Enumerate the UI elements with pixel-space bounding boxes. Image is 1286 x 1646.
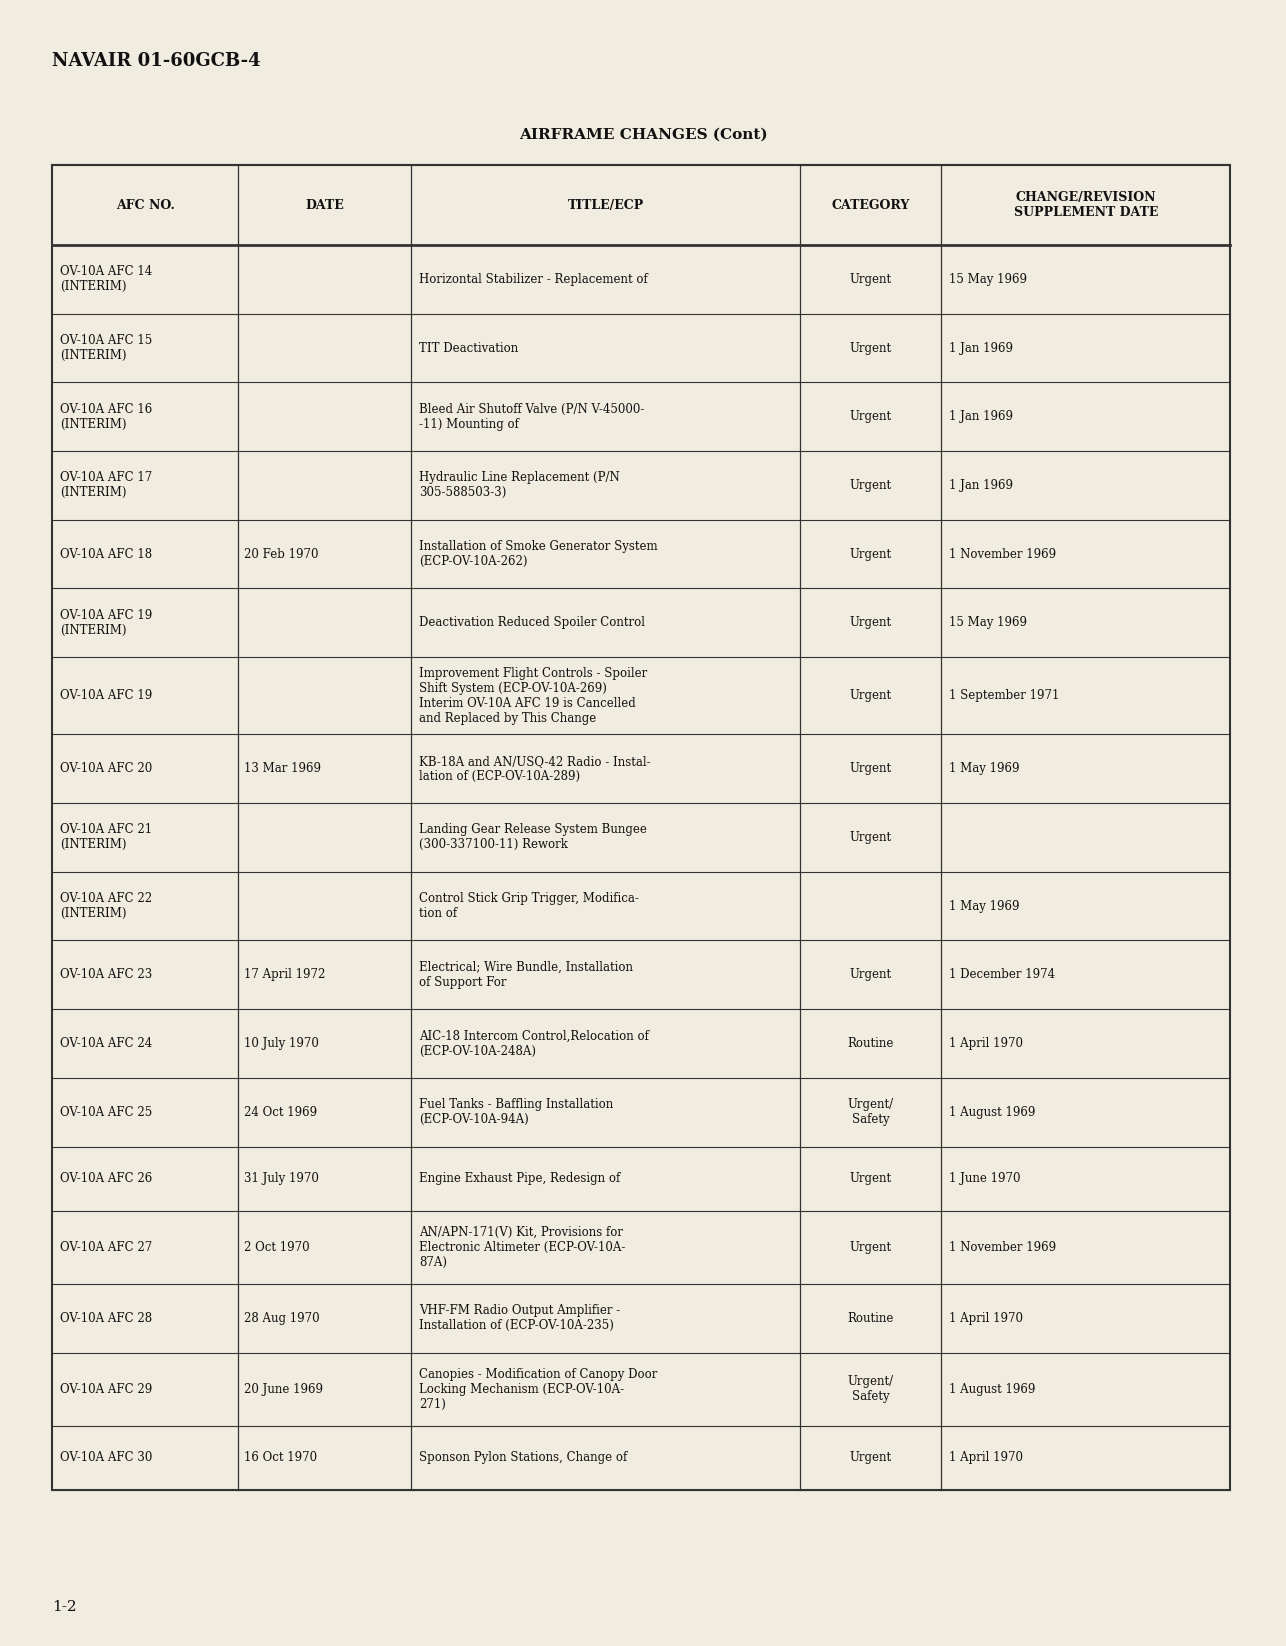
- Text: 2 Oct 1970: 2 Oct 1970: [244, 1241, 310, 1254]
- Text: OV-10A AFC 17
(INTERIM): OV-10A AFC 17 (INTERIM): [60, 471, 152, 499]
- Text: Landing Gear Release System Bungee
(300-337100-11) Rework: Landing Gear Release System Bungee (300-…: [419, 823, 647, 851]
- Text: Horizontal Stabilizer - Replacement of: Horizontal Stabilizer - Replacement of: [419, 273, 648, 286]
- Text: OV-10A AFC 15
(INTERIM): OV-10A AFC 15 (INTERIM): [60, 334, 152, 362]
- Text: 28 Aug 1970: 28 Aug 1970: [244, 1312, 320, 1325]
- Text: 1 April 1970: 1 April 1970: [949, 1312, 1024, 1325]
- Text: 1 August 1969: 1 August 1969: [949, 1106, 1035, 1119]
- Text: 1 April 1970: 1 April 1970: [949, 1037, 1024, 1050]
- Text: Urgent: Urgent: [850, 479, 891, 492]
- Text: 1 September 1971: 1 September 1971: [949, 690, 1060, 703]
- Text: 1 November 1969: 1 November 1969: [949, 548, 1057, 561]
- Text: OV-10A AFC 29: OV-10A AFC 29: [60, 1383, 152, 1396]
- Text: OV-10A AFC 28: OV-10A AFC 28: [60, 1312, 152, 1325]
- Text: 24 Oct 1969: 24 Oct 1969: [244, 1106, 318, 1119]
- Text: 1 April 1970: 1 April 1970: [949, 1452, 1024, 1465]
- Text: OV-10A AFC 24: OV-10A AFC 24: [60, 1037, 152, 1050]
- Text: Installation of Smoke Generator System
(ECP-OV-10A-262): Installation of Smoke Generator System (…: [419, 540, 658, 568]
- Text: 1 May 1969: 1 May 1969: [949, 900, 1020, 912]
- Text: DATE: DATE: [305, 199, 345, 211]
- Text: CATEGORY: CATEGORY: [832, 199, 910, 211]
- Text: 1 November 1969: 1 November 1969: [949, 1241, 1057, 1254]
- Text: Urgent: Urgent: [850, 548, 891, 561]
- Text: Deactivation Reduced Spoiler Control: Deactivation Reduced Spoiler Control: [419, 616, 646, 629]
- Text: Hydraulic Line Replacement (P/N
305-588503-3): Hydraulic Line Replacement (P/N 305-5885…: [419, 471, 620, 499]
- Text: OV-10A AFC 18: OV-10A AFC 18: [60, 548, 152, 561]
- Text: Canopies - Modification of Canopy Door
Locking Mechanism (ECP-OV-10A-
271): Canopies - Modification of Canopy Door L…: [419, 1368, 657, 1411]
- Text: OV-10A AFC 23: OV-10A AFC 23: [60, 968, 152, 981]
- Text: OV-10A AFC 20: OV-10A AFC 20: [60, 762, 152, 775]
- Text: TITLE/ECP: TITLE/ECP: [567, 199, 644, 211]
- Text: Control Stick Grip Trigger, Modifica-
tion of: Control Stick Grip Trigger, Modifica- ti…: [419, 892, 639, 920]
- Text: AIRFRAME CHANGES (Cont): AIRFRAME CHANGES (Cont): [518, 128, 768, 142]
- Text: Engine Exhaust Pipe, Redesign of: Engine Exhaust Pipe, Redesign of: [419, 1172, 621, 1185]
- Text: AN/APN-171(V) Kit, Provisions for
Electronic Altimeter (ECP-OV-10A-
87A): AN/APN-171(V) Kit, Provisions for Electr…: [419, 1226, 626, 1269]
- Text: Urgent: Urgent: [850, 831, 891, 844]
- Text: Urgent: Urgent: [850, 616, 891, 629]
- Text: Urgent: Urgent: [850, 341, 891, 354]
- Text: Urgent: Urgent: [850, 762, 891, 775]
- Bar: [51, 165, 1229, 1490]
- Text: Electrical; Wire Bundle, Installation
of Support For: Electrical; Wire Bundle, Installation of…: [419, 961, 633, 989]
- Text: Urgent: Urgent: [850, 690, 891, 703]
- Text: TIT Deactivation: TIT Deactivation: [419, 341, 518, 354]
- Text: OV-10A AFC 30: OV-10A AFC 30: [60, 1452, 152, 1465]
- Text: 1 Jan 1969: 1 Jan 1969: [949, 341, 1013, 354]
- Text: OV-10A AFC 27: OV-10A AFC 27: [60, 1241, 152, 1254]
- Text: Urgent: Urgent: [850, 968, 891, 981]
- Text: OV-10A AFC 22
(INTERIM): OV-10A AFC 22 (INTERIM): [60, 892, 152, 920]
- Text: OV-10A AFC 25: OV-10A AFC 25: [60, 1106, 152, 1119]
- Text: Urgent: Urgent: [850, 1241, 891, 1254]
- Text: Bleed Air Shutoff Valve (P/N V-45000-
-11) Mounting of: Bleed Air Shutoff Valve (P/N V-45000- -1…: [419, 403, 644, 431]
- Text: OV-10A AFC 16
(INTERIM): OV-10A AFC 16 (INTERIM): [60, 403, 152, 431]
- Text: Urgent: Urgent: [850, 410, 891, 423]
- Text: AIC-18 Intercom Control,Relocation of
(ECP-OV-10A-248A): AIC-18 Intercom Control,Relocation of (E…: [419, 1029, 649, 1057]
- Text: NAVAIR 01-60GCB-4: NAVAIR 01-60GCB-4: [51, 53, 261, 71]
- Text: OV-10A AFC 19
(INTERIM): OV-10A AFC 19 (INTERIM): [60, 609, 152, 637]
- Text: 31 July 1970: 31 July 1970: [244, 1172, 319, 1185]
- Text: 1 Jan 1969: 1 Jan 1969: [949, 410, 1013, 423]
- Text: Urgent: Urgent: [850, 1172, 891, 1185]
- Text: VHF-FM Radio Output Amplifier -
Installation of (ECP-OV-10A-235): VHF-FM Radio Output Amplifier - Installa…: [419, 1304, 621, 1332]
- Text: 15 May 1969: 15 May 1969: [949, 273, 1028, 286]
- Text: 16 Oct 1970: 16 Oct 1970: [244, 1452, 318, 1465]
- Text: Urgent: Urgent: [850, 273, 891, 286]
- Text: Urgent/
Safety: Urgent/ Safety: [847, 1098, 894, 1126]
- Text: Routine: Routine: [847, 1037, 894, 1050]
- Text: 1 May 1969: 1 May 1969: [949, 762, 1020, 775]
- Text: 1 Jan 1969: 1 Jan 1969: [949, 479, 1013, 492]
- Text: Urgent: Urgent: [850, 1452, 891, 1465]
- Text: OV-10A AFC 14
(INTERIM): OV-10A AFC 14 (INTERIM): [60, 265, 152, 293]
- Text: 13 Mar 1969: 13 Mar 1969: [244, 762, 322, 775]
- Text: CHANGE/REVISION
SUPPLEMENT DATE: CHANGE/REVISION SUPPLEMENT DATE: [1013, 191, 1157, 219]
- Text: OV-10A AFC 21
(INTERIM): OV-10A AFC 21 (INTERIM): [60, 823, 152, 851]
- Text: 10 July 1970: 10 July 1970: [244, 1037, 319, 1050]
- Text: Improvement Flight Controls - Spoiler
Shift System (ECP-OV-10A-269)
Interim OV-1: Improvement Flight Controls - Spoiler Sh…: [419, 667, 648, 724]
- Text: 1-2: 1-2: [51, 1600, 77, 1615]
- Text: OV-10A AFC 26: OV-10A AFC 26: [60, 1172, 152, 1185]
- Text: Urgent/
Safety: Urgent/ Safety: [847, 1374, 894, 1402]
- Text: 15 May 1969: 15 May 1969: [949, 616, 1028, 629]
- Text: 20 Feb 1970: 20 Feb 1970: [244, 548, 319, 561]
- Text: Fuel Tanks - Baffling Installation
(ECP-OV-10A-94A): Fuel Tanks - Baffling Installation (ECP-…: [419, 1098, 613, 1126]
- Text: 1 June 1970: 1 June 1970: [949, 1172, 1021, 1185]
- Text: Routine: Routine: [847, 1312, 894, 1325]
- Text: Sponson Pylon Stations, Change of: Sponson Pylon Stations, Change of: [419, 1452, 628, 1465]
- Text: 1 December 1974: 1 December 1974: [949, 968, 1056, 981]
- Text: 17 April 1972: 17 April 1972: [244, 968, 325, 981]
- Text: OV-10A AFC 19: OV-10A AFC 19: [60, 690, 152, 703]
- Text: AFC NO.: AFC NO.: [116, 199, 175, 211]
- Text: 1 August 1969: 1 August 1969: [949, 1383, 1035, 1396]
- Text: KB-18A and AN/USQ-42 Radio - Instal-
lation of (ECP-OV-10A-289): KB-18A and AN/USQ-42 Radio - Instal- lat…: [419, 756, 651, 783]
- Text: 20 June 1969: 20 June 1969: [244, 1383, 323, 1396]
